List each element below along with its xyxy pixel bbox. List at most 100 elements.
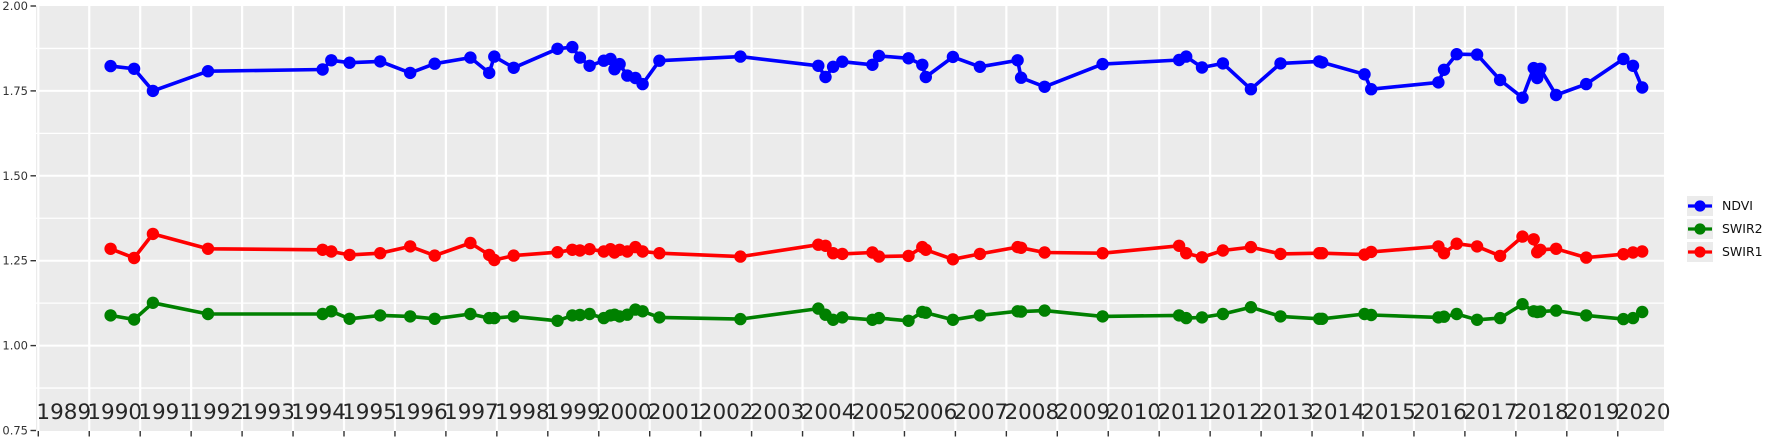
- data-point-swir1: [1274, 247, 1287, 261]
- data-point-swir2: [919, 306, 932, 319]
- data-point-swir1: [551, 246, 564, 259]
- data-point-swir2: [1617, 312, 1630, 326]
- data-point-swir1: [404, 240, 417, 253]
- data-point-ndvi: [653, 54, 666, 67]
- data-point-swir2: [374, 309, 387, 322]
- data-point-swir1: [428, 249, 441, 262]
- data-point-swir2: [1534, 305, 1547, 318]
- data-point-swir2: [1626, 311, 1640, 325]
- data-point-swir2: [1274, 310, 1287, 323]
- data-point-ndvi: [146, 84, 160, 98]
- legend-key-ndvi-icon: [1687, 196, 1713, 216]
- data-point-ndvi: [507, 61, 520, 74]
- data-point-swir1: [374, 247, 387, 260]
- series-swir2: [104, 296, 1649, 327]
- data-point-ndvi: [836, 55, 849, 68]
- data-point-ndvi: [104, 59, 117, 73]
- data-point-swir1: [1617, 248, 1630, 261]
- data-point-swir1: [127, 251, 141, 265]
- data-point-ndvi: [1216, 57, 1230, 70]
- x-tick-label: 2017: [1463, 400, 1518, 425]
- data-point-ndvi: [1437, 63, 1451, 76]
- legend-item-swir2[interactable]: SWIR2: [1687, 219, 1763, 239]
- data-point-swir2: [404, 310, 417, 323]
- legend-key-dot: [1694, 200, 1706, 212]
- data-point-ndvi: [428, 57, 441, 70]
- x-tick-label: 2006: [903, 400, 958, 425]
- data-point-swir1: [146, 227, 160, 241]
- data-point-ndvi: [636, 77, 649, 91]
- x-tick-label: 1997: [444, 400, 499, 425]
- data-point-ndvi: [902, 52, 915, 65]
- data-point-ndvi: [1274, 57, 1287, 70]
- data-point-ndvi: [325, 54, 338, 67]
- data-point-ndvi: [483, 66, 496, 80]
- data-point-ndvi: [872, 49, 886, 63]
- legend-key-dot: [1694, 223, 1706, 235]
- data-point-swir1: [1470, 240, 1484, 253]
- data-point-ndvi: [1096, 57, 1109, 71]
- data-point-swir1: [1636, 245, 1649, 258]
- data-point-swir1: [836, 247, 849, 261]
- y-tick-label: 0.75: [2, 424, 28, 438]
- x-axis: 1989199019911992199319941995199619971998…: [36, 400, 1671, 437]
- data-point-swir2: [946, 313, 960, 326]
- x-tick-label: 1995: [342, 400, 397, 425]
- data-point-ndvi: [812, 59, 825, 72]
- x-tick-label: 1996: [393, 400, 448, 425]
- legend-item-swir1[interactable]: SWIR1: [1687, 242, 1763, 262]
- data-point-swir2: [653, 311, 666, 324]
- data-point-swir1: [1493, 249, 1507, 263]
- data-point-swir1: [826, 247, 840, 260]
- data-point-ndvi: [201, 65, 215, 78]
- legend-item-ndvi[interactable]: NDVI: [1687, 196, 1763, 216]
- data-point-swir1: [1365, 245, 1378, 259]
- x-tick-label: 2007: [954, 400, 1009, 425]
- x-tick-label: 1993: [240, 400, 295, 425]
- data-point-swir1: [1038, 246, 1051, 259]
- x-tick-label: 2014: [1310, 400, 1365, 425]
- data-point-swir1: [734, 250, 747, 263]
- y-tick-label: 1.25: [2, 254, 28, 268]
- data-point-swir1: [1549, 242, 1563, 255]
- y-tick-label: 2.00: [2, 0, 28, 13]
- data-point-swir2: [1244, 301, 1258, 314]
- legend-key-dot: [1694, 246, 1706, 258]
- data-point-ndvi: [613, 57, 626, 71]
- legend-label-swir1: SWIR1: [1722, 244, 1763, 259]
- data-point-swir1: [1527, 233, 1540, 246]
- data-point-swir1: [1014, 241, 1028, 254]
- data-point-ndvi: [973, 60, 987, 73]
- x-tick-label: 1991: [138, 400, 193, 425]
- data-point-swir2: [146, 296, 160, 309]
- data-point-swir1: [1580, 251, 1593, 264]
- x-tick-label: 1998: [495, 400, 550, 425]
- data-point-swir2: [1437, 310, 1451, 323]
- data-point-ndvi: [343, 56, 356, 69]
- data-point-ndvi: [1580, 77, 1593, 91]
- data-point-swir1: [1437, 247, 1451, 260]
- data-point-ndvi: [916, 58, 929, 71]
- data-point-swir2: [1470, 313, 1484, 326]
- data-point-swir1: [325, 245, 338, 258]
- data-point-ndvi: [1316, 56, 1329, 69]
- x-tick-label: 2004: [801, 400, 856, 425]
- data-point-ndvi: [127, 62, 141, 75]
- data-point-swir1: [507, 249, 520, 262]
- data-point-swir2: [1580, 309, 1593, 322]
- data-point-swir1: [1316, 247, 1329, 260]
- data-point-ndvi: [919, 70, 932, 84]
- data-point-ndvi: [1365, 83, 1378, 96]
- data-point-swir1: [464, 236, 477, 250]
- data-point-swir2: [201, 307, 215, 321]
- data-point-ndvi: [1014, 71, 1028, 84]
- x-tick-label: 2012: [1208, 400, 1263, 425]
- legend-label-ndvi: NDVI: [1722, 198, 1753, 213]
- y-tick-label: 1.50: [2, 169, 28, 183]
- data-point-ndvi: [1038, 80, 1051, 94]
- data-point-swir1: [1195, 251, 1209, 264]
- data-point-swir2: [836, 311, 849, 324]
- x-tick-label: 2002: [699, 400, 754, 425]
- data-point-ndvi: [1195, 61, 1209, 74]
